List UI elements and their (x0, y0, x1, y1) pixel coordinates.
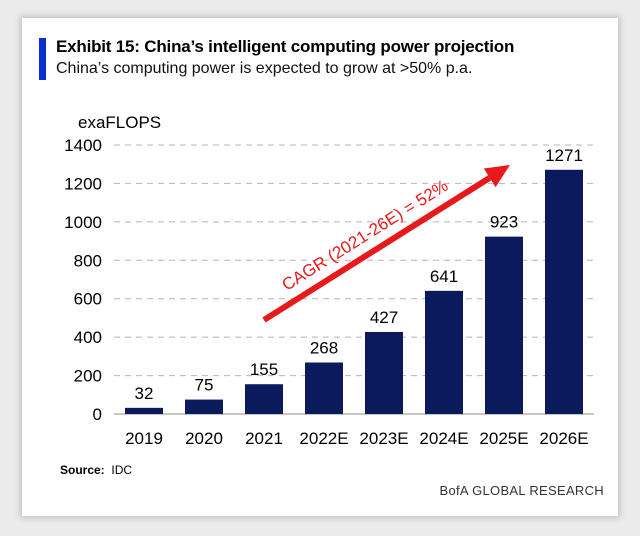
bar (185, 399, 223, 414)
bar (545, 169, 583, 414)
source-label: Source: (60, 463, 105, 477)
brand-footer: BofA GLOBAL RESEARCH (439, 483, 604, 498)
bar (245, 384, 283, 414)
bar-chart: 0 200 400 600 800 1000 1200 1400 32 2019 75 2020 155… (64, 136, 594, 448)
y-tick-label: 200 (74, 367, 102, 386)
y-tick-label: 1200 (64, 174, 102, 193)
x-tick-label: 2026E (539, 429, 588, 448)
y-axis-unit-label: exaFLOPS (78, 113, 162, 132)
source-value: IDC (111, 463, 133, 477)
data-label: 427 (370, 308, 398, 327)
x-tick-label: 2022E (299, 429, 348, 448)
cagr-arrow-head (483, 165, 510, 188)
cagr-annotation: CAGR (2021-26E) = 52% (279, 176, 452, 295)
y-tick-label: 0 (93, 405, 102, 424)
title-accent-bar (39, 38, 46, 80)
x-tick-label: 2025E (479, 429, 528, 448)
data-label: 268 (310, 339, 338, 358)
bar (365, 331, 403, 414)
data-label: 75 (195, 376, 214, 395)
bar (305, 362, 343, 414)
x-tick-label: 2019 (125, 429, 163, 448)
data-label: 32 (135, 384, 154, 403)
data-label: 155 (250, 360, 278, 379)
bar (485, 236, 523, 414)
x-tick-label: 2021 (245, 429, 283, 448)
bar (425, 290, 463, 414)
x-tick-label: 2020 (185, 429, 223, 448)
source-note: Source: IDC (60, 463, 132, 477)
data-label: 923 (490, 213, 518, 232)
exhibit-subtitle: China’s computing power is expected to g… (56, 60, 473, 77)
y-tick-label: 1000 (64, 213, 102, 232)
y-tick-label: 800 (74, 251, 102, 270)
x-tick-label: 2024E (419, 429, 468, 448)
x-tick-label: 2023E (359, 429, 408, 448)
exhibit-card: Exhibit 15: China’s intelligent computin… (22, 18, 618, 516)
bar (125, 407, 163, 414)
data-label: 641 (430, 267, 458, 286)
y-tick-label: 400 (74, 328, 102, 347)
y-tick-label: 1400 (64, 136, 102, 155)
data-label: 1271 (545, 146, 583, 165)
cagr-arrow-shaft (262, 175, 492, 323)
y-tick-label: 600 (74, 290, 102, 309)
exhibit-title: Exhibit 15: China’s intelligent computin… (56, 37, 515, 56)
